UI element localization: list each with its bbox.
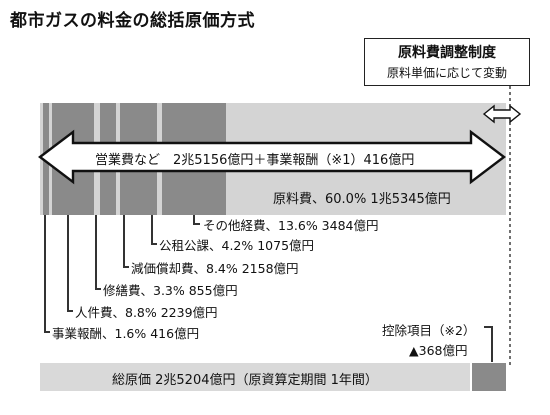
operating-cost-label: 営業費など 2兆5156億円＋事業報酬（※1）416億円	[95, 153, 415, 168]
item-label-genka: 減価償却費、8.4% 2158億円	[131, 261, 299, 276]
leader-sonota-h	[193, 223, 200, 225]
leader-shuzen	[95, 215, 97, 289]
leader-genka	[123, 215, 125, 267]
leader-shuzen-h	[95, 288, 101, 290]
callout-subtitle: 原料単価に応じて変動	[386, 66, 507, 80]
item-label-sonota: その他経費、13.6% 3484億円	[203, 218, 379, 233]
raw-material-label: 原料費、60.0% 1兆5345億円	[273, 192, 451, 207]
page-title: 都市ガスの料金の総括原価方式	[10, 11, 255, 31]
variable-boundary	[509, 86, 511, 366]
leader-sonota	[193, 215, 195, 224]
total-cost-bar	[40, 363, 470, 391]
leader-jinken	[67, 215, 69, 311]
deduction-bar	[472, 363, 506, 391]
item-label-koso: 公租公課、4.2% 1075億円	[159, 238, 315, 253]
leader-jinken-h	[67, 310, 73, 312]
item-label-shuzen: 修繕費、3.3% 855億円	[103, 283, 238, 298]
total-cost-label: 総原価 2兆5204億円（原資算定期間 1年間）	[112, 373, 378, 388]
item-label-jinken: 人件費、8.8% 2239億円	[75, 305, 218, 320]
leader-jigyo-h	[44, 331, 50, 333]
leader-deduction	[491, 326, 493, 362]
double-arrow-icon	[38, 129, 506, 185]
callout-box: 原料費調整制度 原料単価に応じて変動	[364, 38, 530, 86]
leader-jigyo	[44, 215, 46, 332]
item-label-jigyo: 事業報酬、1.6% 416億円	[52, 326, 200, 341]
leader-deduction-h	[484, 326, 492, 328]
leader-koso	[151, 215, 153, 244]
deduction-label: 控除項目（※2）	[382, 323, 476, 338]
leader-koso-h	[151, 243, 157, 245]
leader-genka-h	[123, 266, 129, 268]
deduction-value: ▲368億円	[409, 343, 468, 358]
callout-title: 原料費調整制度	[398, 45, 496, 61]
small-double-arrow-icon	[482, 104, 522, 124]
